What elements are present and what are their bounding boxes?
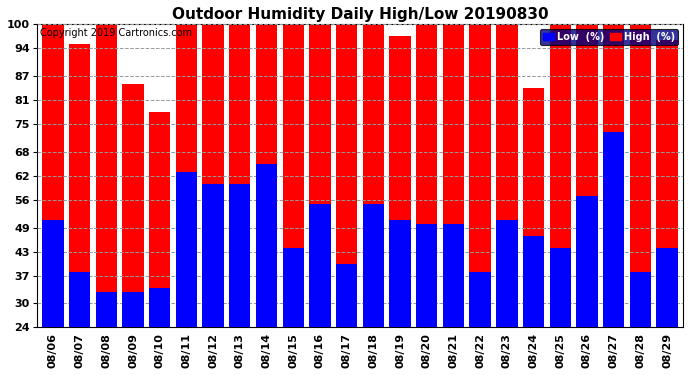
Legend: Low  (%), High  (%): Low (%), High (%): [540, 29, 678, 45]
Bar: [389, 220, 411, 375]
Text: Copyright 2019 Cartronics.com: Copyright 2019 Cartronics.com: [40, 27, 192, 38]
Bar: [549, 24, 571, 375]
Bar: [229, 24, 250, 375]
Bar: [576, 196, 598, 375]
Bar: [416, 224, 437, 375]
Bar: [549, 248, 571, 375]
Bar: [656, 248, 678, 375]
Bar: [256, 164, 277, 375]
Bar: [496, 24, 518, 375]
Bar: [496, 220, 518, 375]
Bar: [202, 24, 224, 375]
Bar: [176, 24, 197, 375]
Bar: [96, 291, 117, 375]
Bar: [363, 204, 384, 375]
Bar: [469, 24, 491, 375]
Bar: [149, 112, 170, 375]
Bar: [389, 36, 411, 375]
Bar: [603, 24, 624, 375]
Title: Outdoor Humidity Daily High/Low 20190830: Outdoor Humidity Daily High/Low 20190830: [172, 7, 549, 22]
Bar: [42, 24, 63, 375]
Bar: [149, 288, 170, 375]
Bar: [443, 24, 464, 375]
Bar: [256, 24, 277, 375]
Bar: [42, 220, 63, 375]
Bar: [96, 24, 117, 375]
Bar: [630, 272, 651, 375]
Bar: [416, 24, 437, 375]
Bar: [443, 224, 464, 375]
Bar: [656, 40, 678, 375]
Bar: [176, 172, 197, 375]
Bar: [336, 264, 357, 375]
Bar: [69, 44, 90, 375]
Bar: [363, 24, 384, 375]
Bar: [122, 84, 144, 375]
Bar: [122, 291, 144, 375]
Bar: [603, 132, 624, 375]
Bar: [282, 248, 304, 375]
Bar: [336, 24, 357, 375]
Bar: [523, 236, 544, 375]
Bar: [229, 184, 250, 375]
Bar: [309, 24, 331, 375]
Bar: [576, 24, 598, 375]
Bar: [202, 184, 224, 375]
Bar: [523, 88, 544, 375]
Bar: [630, 24, 651, 375]
Bar: [69, 272, 90, 375]
Bar: [309, 204, 331, 375]
Bar: [469, 272, 491, 375]
Bar: [282, 24, 304, 375]
